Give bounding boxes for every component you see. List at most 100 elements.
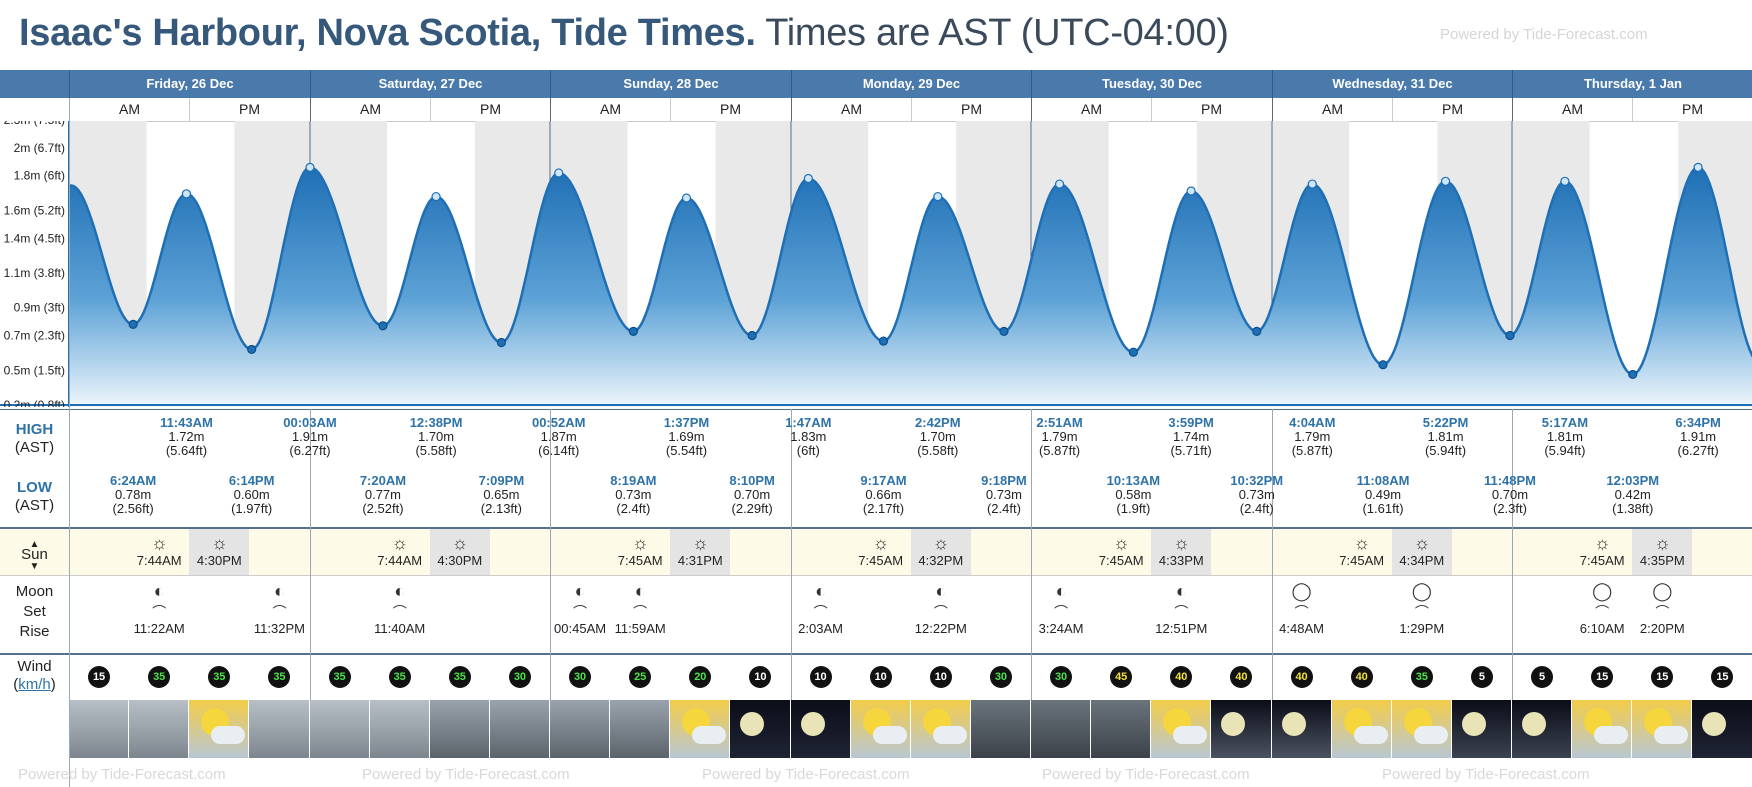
wind-badge: 20 [689,666,712,688]
moonset-icon: ⌒ [573,604,588,620]
moonset-icon: ⌒ [152,604,167,620]
tide-entry-high: 00:52AM 1.87m (6.14ft) [524,416,594,458]
y-tick-label: 2m (6.7ft) [14,141,65,155]
tide-point-high [305,162,315,173]
powered-by-bottom-text[interactable]: Powered by Tide-Forecast.com [18,766,226,783]
moonset-icon: ⌒ [1655,604,1670,620]
tide-time: 11:48PM [1483,473,1536,488]
kmh-link[interactable]: km/h [18,676,51,693]
sunset-shade [670,529,731,575]
tide-time: 9:18PM [981,473,1027,488]
ampm-label: PM [1392,98,1512,121]
tide-point-high [181,189,192,199]
powered-by-bottom-text[interactable]: Powered by Tide-Forecast.com [1382,766,1590,783]
wind-badge: 30 [989,666,1012,688]
powered-by-top[interactable]: Powered by Tide-Forecast.com [1440,26,1648,43]
weather-icon-snow [429,700,489,758]
tide-height-m: 1.81m [1546,429,1583,444]
tide-entry-low: 10:13AM 0.58m (1.9ft) [1098,474,1168,516]
wind-badge: 15 [1591,666,1614,688]
y-tick-label: 1.6m (5.2ft) [4,203,65,217]
tide-time: 1:37PM [663,415,710,430]
weather-icon-night-snow [1512,700,1572,758]
wind-badge: 30 [569,666,592,688]
day-header: Saturday, 27 Dec [310,70,550,98]
tide-height-m: 1.74m [1173,429,1210,444]
wind-badge: 10 [929,666,952,688]
tide-height-ft: (1.97ft) [231,501,273,516]
tide-height-m: 0.58m [1115,487,1152,502]
moon-cell: ◐ ⌒ 12:51PM [1151,580,1211,636]
weather-icon-night-snow [1451,700,1511,758]
tide-entry-low: 11:08AM 0.49m (1.61ft) [1348,474,1418,516]
weather-icon-snow [610,700,670,758]
sunset-icon: ☼ [211,533,228,553]
tide-point-low [747,330,757,341]
sunset-icon: ☼ [692,533,709,553]
tide-point-high [1307,179,1317,189]
tide-entry-high: 1:37PM 1.69m (5.54ft) [651,416,721,458]
ampm-label: PM [911,98,1031,121]
sunrise-icon: ☼ [1112,533,1130,553]
weather-icon-night [790,700,850,758]
sunrise-cell: ☼ 7:44AM [129,532,189,568]
tide-entry-low: 6:14PM 0.60m (1.97ft) [217,474,287,516]
tide-entry-high: 2:51AM 1.79m (5.87ft) [1025,416,1095,458]
ampm-label: PM [430,98,550,121]
wind-badge: 15 [1711,666,1734,688]
sunrise-time: 7:45AM [1098,553,1144,568]
tide-entry-high: 4:04AM 1.79m (5.87ft) [1277,416,1347,458]
sunset-cell: ☼ 4:32PM [911,532,971,568]
tide-point-low [999,326,1009,336]
powered-by-bottom-text[interactable]: Powered by Tide-Forecast.com [1042,766,1250,783]
tide-point-low [378,321,388,331]
moon-time: 1:29PM [1399,621,1445,636]
table-day-separator [1031,409,1032,700]
tide-entry-high: 5:17AM 1.81m (5.94ft) [1530,416,1600,458]
table-day-separator [1512,409,1513,700]
tide-chart: 0.2m (0.8ft) 0.5m (1.5ft) 0.7m (2.3ft) 0.9m… [0,121,1752,407]
moon-row-bg [0,575,1752,654]
tide-height-ft: (2.4ft) [986,501,1021,516]
sunrise-icon: ☼ [1593,533,1611,553]
tide-height-m: 1.72m [168,429,205,444]
tide-height-m: 0.70m [734,487,771,502]
sunrise-cell: ☼ 7:45AM [851,532,911,568]
moonset-icon: ⌒ [392,604,407,620]
tide-height-ft: (2.13ft) [480,501,522,516]
tide-height-m: 0.66m [865,487,902,502]
tide-point-low [878,336,889,346]
sunrise-time: 7:45AM [1339,553,1385,568]
day-header: Tuesday, 30 Dec [1031,70,1272,98]
moon-cell: ◐ ⌒ 11:59AM [610,580,670,636]
moonset-icon: ⌒ [1174,604,1189,620]
label-ast: (AST) [14,439,55,456]
sunset-icon: ☼ [451,533,469,553]
ampm-label: PM [670,98,790,121]
sunrise-icon: ☼ [631,533,649,553]
sun-row-bg [0,527,1752,577]
tide-point-high [554,168,564,178]
moon-cell: ◐ ⌒ 12:22PM [911,580,971,636]
wind-badge: 35 [208,666,231,688]
day-header: Thursday, 1 Jan [1512,70,1752,98]
tide-point-low [496,337,506,348]
moonset-icon: ⌒ [1595,604,1610,620]
sunset-time: 4:35PM [1639,553,1685,568]
tide-height-ft: (5.58ft) [415,443,457,458]
powered-by-bottom-text[interactable]: Powered by Tide-Forecast.com [362,766,570,783]
day-header: Wednesday, 31 Dec [1272,70,1512,98]
y-tick-label: 0.5m (1.5ft) [4,363,65,377]
tide-time: 2:51AM [1036,415,1083,430]
moon-cell: ◐ ⌒ 3:24AM [1031,580,1091,636]
tide-height-m: 0.70m [1491,487,1529,502]
label-low-text: LOW [17,479,52,496]
tide-height-ft: (5.54ft) [665,443,708,458]
label-high: HIGH (AST) [0,421,69,457]
powered-by-bottom-text[interactable]: Powered by Tide-Forecast.com [702,766,910,783]
wind-badge: 35 [388,666,411,688]
wind-badge: 40 [1350,666,1373,688]
sunset-time: 4:30PM [196,553,242,568]
moon-cell: ◐ ⌒ 2:03AM [791,580,851,636]
wind-badge: 40 [1170,666,1193,688]
